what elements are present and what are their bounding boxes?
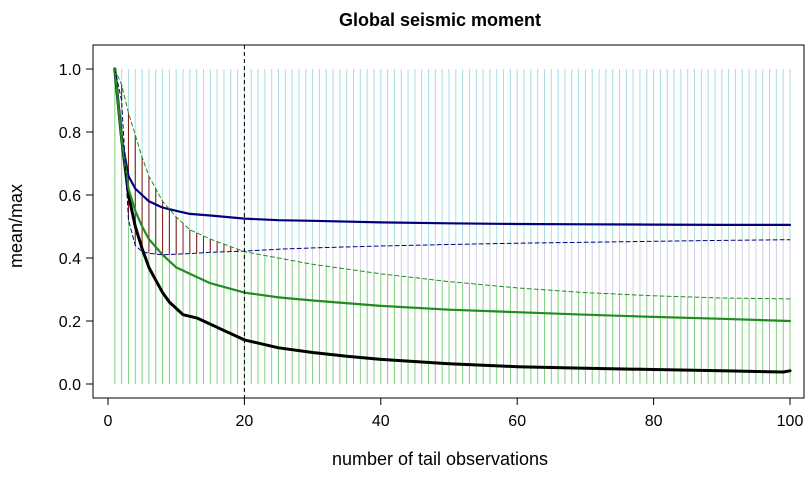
series-line-1 xyxy=(113,67,792,374)
y-tick-label: 0.2 xyxy=(59,314,81,331)
y-axis-label: mean/max xyxy=(6,184,26,268)
x-axis-label: number of tail observations xyxy=(332,449,548,469)
y-axis: 0.0 0.2 0.4 0.6 0.8 1.0 xyxy=(59,62,94,394)
x-tick-label: 100 xyxy=(777,413,804,430)
y-tick-label: 0.4 xyxy=(59,251,81,268)
series-line-5 xyxy=(114,68,791,300)
y-tick-label: 0.8 xyxy=(59,125,81,142)
x-axis: 0 20 40 60 80 100 xyxy=(104,397,804,430)
x-tick-label: 20 xyxy=(236,413,254,430)
y-tick-label: 0.0 xyxy=(59,377,81,394)
x-tick-label: 40 xyxy=(372,413,390,430)
band-layer xyxy=(114,69,791,384)
y-tick-label: 1.0 xyxy=(59,62,81,79)
x-tick-label: 0 xyxy=(104,413,113,430)
chart-title: Global seismic moment xyxy=(339,10,541,30)
x-tick-label: 80 xyxy=(645,413,663,430)
y-tick-label: 0.6 xyxy=(59,188,81,205)
series-line-2 xyxy=(113,67,792,226)
lines-layer xyxy=(113,67,792,374)
series-line-4 xyxy=(114,68,791,256)
series-line-3 xyxy=(113,67,792,323)
x-tick-label: 60 xyxy=(508,413,526,430)
